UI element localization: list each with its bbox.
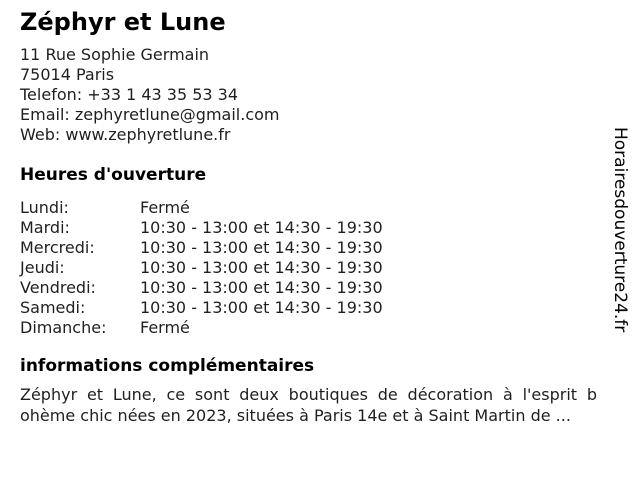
description-line: ohème chic nées en 2023, situées à Paris…	[20, 406, 571, 425]
day-label: Samedi:	[20, 298, 86, 317]
day-hours: 10:30 - 13:00 et 14:30 - 19:30	[140, 298, 383, 317]
hours-row-saturday: Samedi: 10:30 - 13:00 et 14:30 - 19:30	[20, 298, 620, 318]
day-label: Mercredi:	[20, 238, 95, 257]
day-hours: 10:30 - 13:00 et 14:30 - 19:30	[140, 258, 383, 277]
hours-row-wednesday: Mercredi: 10:30 - 13:00 et 14:30 - 19:30	[20, 238, 620, 258]
hours-row-tuesday: Mardi: 10:30 - 13:00 et 14:30 - 19:30	[20, 218, 620, 238]
business-name: Zéphyr et Lune	[20, 8, 226, 36]
hours-row-sunday: Dimanche: Fermé	[20, 318, 620, 338]
hours-row-monday: Lundi: Fermé	[20, 198, 620, 218]
address-city: 75014 Paris	[20, 65, 115, 84]
additional-info-heading: informations complémentaires	[20, 356, 315, 376]
contact-block: 11 Rue Sophie Germain 75014 Paris Telefo…	[20, 45, 620, 145]
hours-row-thursday: Jeudi: 10:30 - 13:00 et 14:30 - 19:30	[20, 258, 620, 278]
day-label: Lundi:	[20, 198, 69, 217]
day-hours: 10:30 - 13:00 et 14:30 - 19:30	[140, 218, 383, 237]
day-label: Mardi:	[20, 218, 70, 237]
day-hours: 10:30 - 13:00 et 14:30 - 19:30	[140, 278, 383, 297]
email-line: Email: zephyretlune@gmail.com	[20, 105, 280, 124]
day-hours: 10:30 - 13:00 et 14:30 - 19:30	[140, 238, 383, 257]
site-watermark: Horairesdouverture24.fr	[610, 127, 630, 333]
day-hours: Fermé	[140, 198, 190, 217]
website-line: Web: www.zephyretlune.fr	[20, 125, 231, 144]
day-label: Jeudi:	[20, 258, 65, 277]
business-description: Zéphyr et Lune, ce sont deux boutiques d…	[20, 384, 597, 426]
day-label: Dimanche:	[20, 318, 107, 337]
description-line: Zéphyr et Lune, ce sont deux boutiques d…	[20, 385, 597, 404]
opening-hours-table: Lundi: Fermé Mardi: 10:30 - 13:00 et 14:…	[20, 198, 620, 338]
opening-hours-heading: Heures d'ouverture	[20, 165, 207, 185]
hours-row-friday: Vendredi: 10:30 - 13:00 et 14:30 - 19:30	[20, 278, 620, 298]
day-hours: Fermé	[140, 318, 190, 337]
phone-line: Telefon: +33 1 43 35 53 34	[20, 85, 239, 104]
address-street: 11 Rue Sophie Germain	[20, 45, 210, 64]
day-label: Vendredi:	[20, 278, 96, 297]
